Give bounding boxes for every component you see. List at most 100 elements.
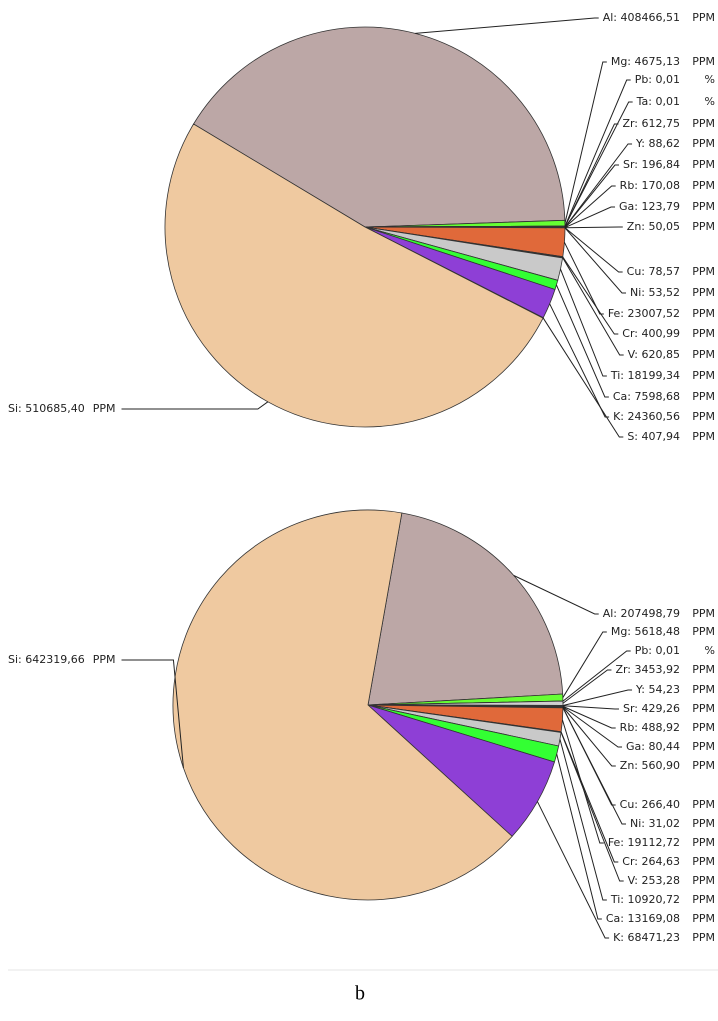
slice-unit: PPM — [692, 369, 715, 382]
slice-label: Y: 88,62 — [635, 137, 680, 150]
slice-unit: PPM — [692, 817, 715, 830]
leader-line — [560, 269, 607, 377]
slice-unit: PPM — [692, 390, 715, 403]
leader-line — [564, 101, 633, 227]
slice-label: Ca: 7598,68 — [613, 390, 680, 403]
slice-label: Zr: 612,75 — [622, 117, 680, 130]
leader-line — [564, 143, 633, 228]
slice-label: Fe: 19112,72 — [608, 836, 680, 849]
leader-line — [562, 257, 624, 356]
slice-unit: PPM — [692, 836, 715, 849]
slice-label: Zr: 3453,92 — [615, 663, 680, 676]
slice-unit: PPM — [692, 220, 715, 233]
slice-label: Cr: 264,63 — [622, 855, 680, 868]
leader-line — [564, 206, 616, 229]
slice-label: Ga: 80,44 — [626, 740, 680, 753]
slice-unit: PPM — [692, 348, 715, 361]
slice-label: Mg: 4675,13 — [611, 55, 680, 68]
slice-unit: PPM — [692, 410, 715, 423]
slice-label: Zn: 50,05 — [627, 220, 680, 233]
slice-label: Ca: 13169,08 — [606, 912, 680, 925]
leader-line — [562, 631, 607, 698]
slice-unit: PPM — [692, 740, 715, 753]
leader-line — [562, 705, 619, 710]
leader-line — [562, 689, 633, 706]
slice-unit: PPM — [692, 683, 715, 696]
leader-line — [542, 317, 624, 438]
slice-label: S: 407,94 — [627, 430, 680, 443]
slice-label: Ga: 123,79 — [619, 200, 680, 213]
slice-label: V: 620,85 — [628, 348, 680, 361]
slice-unit: % — [705, 644, 715, 657]
pie-slice — [164, 123, 544, 428]
leader-line — [121, 401, 269, 410]
leader-line — [564, 61, 607, 224]
slice-unit: PPM — [692, 798, 715, 811]
leader-line — [564, 164, 619, 228]
leader-line — [121, 659, 184, 768]
slice-unit: PPM — [692, 625, 715, 638]
slice-unit: PPM — [692, 55, 715, 68]
slice-unit: PPM — [692, 327, 715, 340]
slice-label: Pb: 0,01 — [635, 644, 680, 657]
slice-unit: PPM — [692, 607, 715, 620]
slice-unit: PPM — [692, 200, 715, 213]
slice-unit: PPM — [692, 11, 715, 24]
slice-unit: PPM — [692, 117, 715, 130]
slice-label: Rb: 170,08 — [620, 179, 680, 192]
slice-unit: PPM — [692, 179, 715, 192]
slice-label: Al: 408466,51 — [603, 11, 680, 24]
leader-line — [562, 706, 623, 748]
slice-unit: PPM — [692, 286, 715, 299]
leader-line — [562, 650, 631, 702]
leader-line — [562, 706, 616, 767]
slice-label: Pb: 0,01 — [635, 73, 680, 86]
leader-line — [564, 226, 623, 229]
slice-label: K: 68471,23 — [613, 931, 680, 944]
leader-line — [564, 227, 627, 294]
slice-unit: % — [705, 95, 715, 108]
leader-line — [563, 242, 604, 315]
slice-label: Si: 510685,40 — [8, 402, 85, 415]
slice-unit: PPM — [692, 265, 715, 278]
slice-unit: PPM — [692, 874, 715, 887]
slice-label: K: 24360,56 — [613, 410, 680, 423]
slice-unit: PPM — [692, 912, 715, 925]
slice-label: Cr: 400,99 — [622, 327, 680, 340]
pie-slice — [193, 26, 566, 228]
caption: b — [355, 983, 365, 1005]
pie-slice — [367, 512, 564, 706]
leader-line — [564, 185, 616, 228]
leader-line — [564, 79, 631, 227]
slice-label: Sr: 196,84 — [623, 158, 680, 171]
slice-label: Ni: 31,02 — [630, 817, 680, 830]
leader-line — [560, 732, 624, 882]
leader-line — [564, 227, 623, 273]
slice-label: Zn: 560,90 — [620, 759, 680, 772]
slice-unit: PPM — [692, 721, 715, 734]
slice-unit: PPM — [692, 759, 715, 772]
slice-unit: % — [705, 73, 715, 86]
slice-label: Fe: 23007,52 — [608, 307, 680, 320]
slice-label: Si: 642319,66 — [8, 653, 85, 666]
slice-unit: PPM — [692, 158, 715, 171]
slice-unit: PPM — [692, 893, 715, 906]
leader-line — [562, 707, 627, 825]
slice-label: Ti: 18199,34 — [610, 369, 680, 382]
slice-label: Y: 54,23 — [635, 683, 680, 696]
leader-line — [513, 575, 599, 615]
leader-line — [560, 731, 619, 863]
leader-line — [562, 256, 619, 335]
slice-unit: PPM — [692, 855, 715, 868]
leader-line — [561, 719, 604, 844]
slice-label: Ta: 0,01 — [636, 95, 680, 108]
slice-unit: PPM — [692, 430, 715, 443]
leader-line — [562, 705, 616, 729]
slice-unit: PPM — [692, 702, 715, 715]
leader-line — [549, 303, 610, 418]
leader-line — [415, 17, 599, 34]
leader-line — [556, 753, 602, 920]
slice-label: Sr: 429,26 — [623, 702, 680, 715]
slice-unit: PPM — [692, 931, 715, 944]
